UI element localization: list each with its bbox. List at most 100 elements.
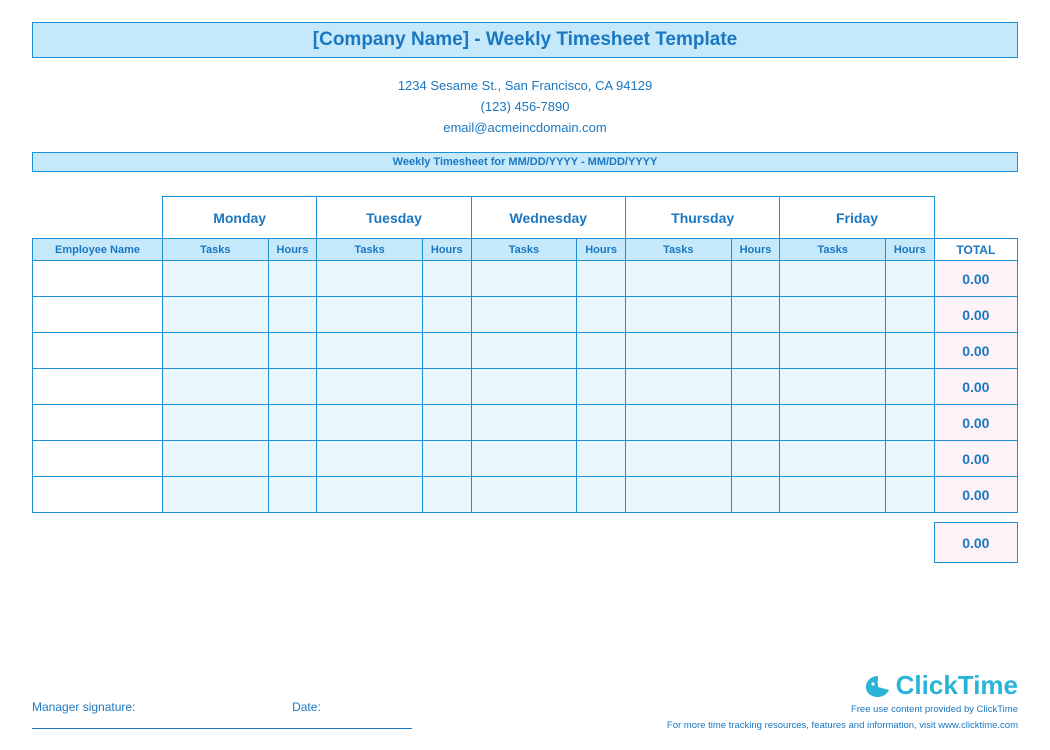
tasks-cell[interactable]	[162, 369, 268, 405]
day-header-friday: Friday	[780, 197, 934, 239]
period-bar: Weekly Timesheet for MM/DD/YYYY - MM/DD/…	[32, 152, 1018, 172]
employee-name-cell[interactable]	[33, 477, 163, 513]
tasks-cell[interactable]	[162, 441, 268, 477]
hours-cell[interactable]	[422, 405, 471, 441]
employee-name-cell[interactable]	[33, 441, 163, 477]
tasks-cell[interactable]	[317, 261, 423, 297]
tasks-cell[interactable]	[780, 297, 886, 333]
hours-cell[interactable]	[885, 477, 934, 513]
hours-cell[interactable]	[885, 333, 934, 369]
hours-cell[interactable]	[422, 261, 471, 297]
tasks-cell[interactable]	[626, 405, 732, 441]
grand-total: 0.00	[934, 523, 1017, 563]
hours-header: Hours	[268, 239, 317, 261]
company-address: 1234 Sesame St., San Francisco, CA 94129	[32, 76, 1018, 97]
employee-name-cell[interactable]	[33, 297, 163, 333]
employee-name-cell[interactable]	[33, 405, 163, 441]
tasks-cell[interactable]	[780, 477, 886, 513]
hours-cell[interactable]	[885, 405, 934, 441]
manager-signature-label: Manager signature:	[32, 700, 135, 714]
hours-cell[interactable]	[885, 261, 934, 297]
row-total: 0.00	[934, 477, 1017, 513]
hours-cell[interactable]	[885, 369, 934, 405]
tasks-cell[interactable]	[471, 333, 577, 369]
tasks-cell[interactable]	[626, 369, 732, 405]
hours-cell[interactable]	[268, 369, 317, 405]
hours-cell[interactable]	[731, 405, 780, 441]
tasks-cell[interactable]	[471, 405, 577, 441]
tasks-cell[interactable]	[162, 297, 268, 333]
tasks-cell[interactable]	[626, 477, 732, 513]
hours-cell[interactable]	[268, 297, 317, 333]
hours-cell[interactable]	[731, 261, 780, 297]
tasks-cell[interactable]	[162, 477, 268, 513]
tasks-cell[interactable]	[780, 333, 886, 369]
tasks-cell[interactable]	[317, 405, 423, 441]
tasks-cell[interactable]	[626, 261, 732, 297]
company-email: email@acmeincdomain.com	[32, 118, 1018, 139]
hours-cell[interactable]	[268, 441, 317, 477]
hours-cell[interactable]	[731, 441, 780, 477]
employee-name-cell[interactable]	[33, 333, 163, 369]
tasks-cell[interactable]	[471, 441, 577, 477]
tasks-cell[interactable]	[780, 441, 886, 477]
tasks-cell[interactable]	[780, 261, 886, 297]
hours-header: Hours	[422, 239, 471, 261]
hours-cell[interactable]	[577, 297, 626, 333]
hours-cell[interactable]	[577, 333, 626, 369]
tasks-header: Tasks	[162, 239, 268, 261]
hours-cell[interactable]	[731, 477, 780, 513]
tasks-cell[interactable]	[317, 369, 423, 405]
hours-cell[interactable]	[577, 261, 626, 297]
tasks-cell[interactable]	[162, 333, 268, 369]
tasks-cell[interactable]	[780, 369, 886, 405]
employee-name-header: Employee Name	[33, 239, 163, 261]
hours-cell[interactable]	[422, 441, 471, 477]
tasks-header: Tasks	[780, 239, 886, 261]
tasks-cell[interactable]	[626, 333, 732, 369]
tasks-cell[interactable]	[317, 297, 423, 333]
brand-tagline-1: Free use content provided by ClickTime	[667, 703, 1018, 716]
tasks-header: Tasks	[626, 239, 732, 261]
hours-cell[interactable]	[268, 405, 317, 441]
tasks-cell[interactable]	[626, 297, 732, 333]
clicktime-icon	[864, 674, 892, 698]
hours-cell[interactable]	[731, 369, 780, 405]
hours-cell[interactable]	[885, 441, 934, 477]
tasks-cell[interactable]	[471, 297, 577, 333]
hours-cell[interactable]	[268, 477, 317, 513]
brand-block: ClickTime Free use content provided by C…	[667, 670, 1018, 732]
hours-cell[interactable]	[885, 297, 934, 333]
hours-cell[interactable]	[577, 441, 626, 477]
tasks-cell[interactable]	[471, 369, 577, 405]
hours-cell[interactable]	[268, 333, 317, 369]
tasks-cell[interactable]	[317, 441, 423, 477]
hours-cell[interactable]	[268, 261, 317, 297]
hours-cell[interactable]	[731, 297, 780, 333]
hours-cell[interactable]	[577, 477, 626, 513]
signature-block: Manager signature: Date:	[32, 700, 412, 732]
tasks-cell[interactable]	[162, 405, 268, 441]
row-total: 0.00	[934, 369, 1017, 405]
tasks-cell[interactable]	[317, 333, 423, 369]
tasks-header: Tasks	[317, 239, 423, 261]
row-total: 0.00	[934, 441, 1017, 477]
hours-cell[interactable]	[577, 369, 626, 405]
brand-tagline-2: For more time tracking resources, featur…	[667, 719, 1018, 732]
hours-cell[interactable]	[577, 405, 626, 441]
hours-cell[interactable]	[422, 369, 471, 405]
employee-name-cell[interactable]	[33, 369, 163, 405]
tasks-cell[interactable]	[780, 405, 886, 441]
tasks-cell[interactable]	[471, 261, 577, 297]
hours-cell[interactable]	[422, 297, 471, 333]
tasks-cell[interactable]	[317, 477, 423, 513]
hours-cell[interactable]	[731, 333, 780, 369]
employee-name-cell[interactable]	[33, 261, 163, 297]
row-total: 0.00	[934, 297, 1017, 333]
hours-cell[interactable]	[422, 333, 471, 369]
hours-header: Hours	[577, 239, 626, 261]
tasks-cell[interactable]	[471, 477, 577, 513]
hours-cell[interactable]	[422, 477, 471, 513]
tasks-cell[interactable]	[162, 261, 268, 297]
tasks-cell[interactable]	[626, 441, 732, 477]
